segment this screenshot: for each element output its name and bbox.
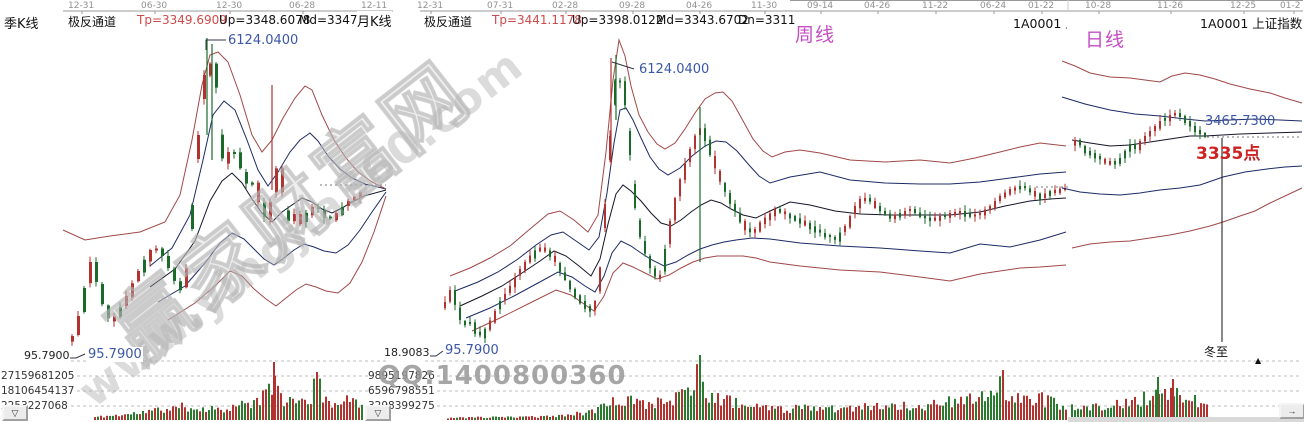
date-tick-label: 12-11 xyxy=(361,1,388,11)
date-tick-label: 09-14 xyxy=(807,1,834,11)
panel-c-solstice-label: 冬至 xyxy=(1204,343,1229,360)
date-tick-label: 06-28 xyxy=(289,1,316,11)
volume-scale-value: 6596798551 xyxy=(368,385,435,397)
date-tick-label: 09-28 xyxy=(619,1,646,11)
panel-b-symbol-label: 1A0001 上 xyxy=(1013,16,1067,31)
panel-b-indicator-md: Md=3343.6702 xyxy=(656,13,749,27)
date-tick-label: 11-30 xyxy=(751,1,778,11)
date-tick-label: 04-26 xyxy=(686,1,713,11)
panel-a-indicator-name: 极反通道 xyxy=(68,15,117,29)
scroll-right-button[interactable]: → xyxy=(1279,403,1304,419)
volume-scale-value: 18106454137 xyxy=(1,385,75,397)
panel-b-low-label: 95.7900 xyxy=(444,343,500,358)
date-tick-label: 01-2 xyxy=(1280,1,1301,11)
date-tick-label: 10-28 xyxy=(1085,1,1112,11)
date-tick-label: 07-31 xyxy=(487,1,514,11)
date-tick-label: 02-28 xyxy=(552,1,579,11)
volume-scale-value: 9895197826 xyxy=(368,370,435,382)
date-tick-label: 06-24 xyxy=(980,1,1007,11)
date-tick-label: 12-30 xyxy=(216,1,243,11)
date-tick-label: 12-31 xyxy=(417,1,444,11)
horizontal-scrollbar-track[interactable] xyxy=(1068,417,1304,422)
panel-c-price-label: 3465.7300 xyxy=(1205,114,1276,129)
date-tick-label: 01-22 xyxy=(1028,1,1055,11)
panel-a-corner-label: 月K线 xyxy=(357,11,392,30)
panel-a-low-axis-label: 95.7900 xyxy=(24,349,70,362)
panel-b-indicator-name: 极反通道 xyxy=(424,15,473,29)
volume-scale-value: 27159681205 xyxy=(1,370,75,382)
panel-b-indicator-up: Up=3398.0122 xyxy=(572,13,664,27)
panel-a-indicator-up: Up=3348.6078 xyxy=(219,13,311,27)
panel-c-symbol-label: 1A0001 上证指数 xyxy=(1200,16,1303,31)
date-tick-label: 11-22 xyxy=(922,1,949,11)
panel-b-scroll-down-button[interactable]: ▽ xyxy=(365,405,391,421)
panel-b-indicator-tp: Tp=3441.1178 xyxy=(492,13,582,27)
panel-a-low-label: 95.7900 xyxy=(87,347,143,362)
solstice-marker-icon: ▲ xyxy=(1255,356,1262,365)
date-tick-label: 12-31 xyxy=(68,1,95,11)
date-tick-label: 11-26 xyxy=(1157,1,1184,11)
panel-a-period-label: 季K线 xyxy=(4,17,39,32)
date-tick-label: 12-25 xyxy=(1230,1,1257,11)
date-tick-label: 06-30 xyxy=(141,1,168,11)
panel-a-scroll-down-button[interactable]: ▽ xyxy=(2,405,28,421)
panel-b-indicator-dn: Dn=3311 xyxy=(738,13,796,27)
panel-b-period-label: 周线 xyxy=(795,24,836,46)
panel-a-indicator-tp: Tp=3349.6909 xyxy=(137,13,227,27)
panel-b-peak-label: 6124.0400 xyxy=(639,62,710,77)
date-tick-label: 04-26 xyxy=(864,1,891,11)
panel-a-peak-label: 6124.0400 xyxy=(228,33,299,48)
panel-c-period-label: 日线 xyxy=(1085,29,1126,51)
panel-c-support-point-label: 3335点 xyxy=(1196,144,1261,164)
panel-b-low-axis-label: 18.9083 xyxy=(384,346,430,359)
panel-a-indicator-md: Md=3347.189 xyxy=(299,13,357,27)
